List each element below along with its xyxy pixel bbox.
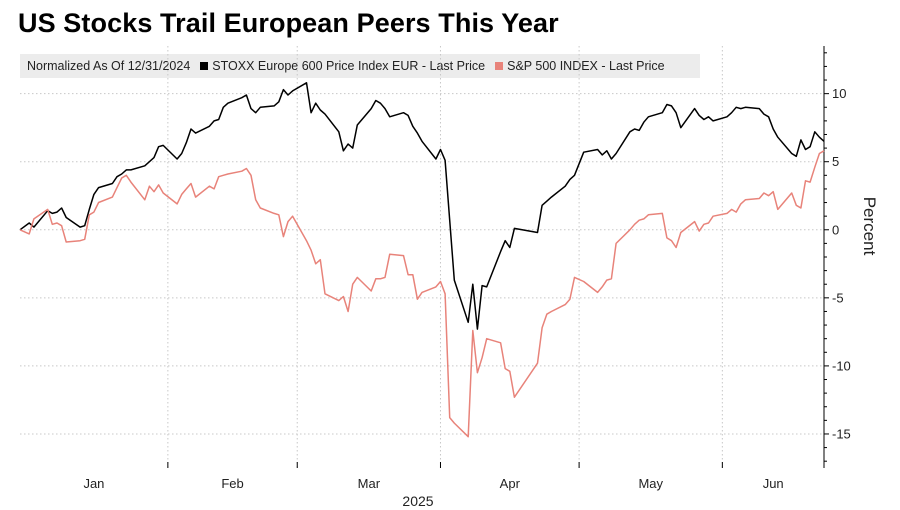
grid-lines <box>20 46 824 468</box>
x-axis-label: 2025 <box>402 493 433 509</box>
legend: Normalized As Of 12/31/2024 STOXX Europe… <box>20 54 700 78</box>
series-lines <box>19 82 825 438</box>
legend-item-spx: S&P 500 INDEX - Last Price <box>495 59 665 73</box>
series-line-spx <box>19 150 825 438</box>
y-tick-label: 10 <box>832 86 846 101</box>
chart-title: US Stocks Trail European Peers This Year <box>18 8 559 38</box>
x-tick-label: Feb <box>221 476 243 491</box>
y-tick-label: -15 <box>832 426 851 441</box>
legend-label-stoxx: STOXX Europe 600 Price Index EUR - Last … <box>212 59 486 73</box>
legend-label-spx: S&P 500 INDEX - Last Price <box>507 59 665 73</box>
x-tick-label: Jun <box>763 476 784 491</box>
y-tick-label: -10 <box>832 358 851 373</box>
y-tick-label: 5 <box>832 154 839 169</box>
legend-swatch-stoxx <box>200 62 209 70</box>
x-tick-label: May <box>638 476 663 491</box>
legend-item-stoxx: STOXX Europe 600 Price Index EUR - Last … <box>200 59 485 73</box>
y-axis: 10 5 0 -5 -10 -15 <box>823 46 851 468</box>
y-axis-label: Percent <box>860 197 879 256</box>
legend-note-text: Normalized As Of 12/31/2024 <box>27 59 191 73</box>
x-axis: Jan Feb Mar Apr May Jun <box>83 462 784 491</box>
y-tick-label: -5 <box>832 290 844 305</box>
x-tick-label: Mar <box>358 476 381 491</box>
x-tick-label: Apr <box>500 476 521 491</box>
legend-swatch-spx <box>495 62 504 70</box>
legend-note: Normalized As Of 12/31/2024 <box>27 59 190 73</box>
series-line-stoxx <box>19 82 825 330</box>
x-tick-label: Jan <box>83 476 104 491</box>
y-tick-label: 0 <box>832 222 839 237</box>
